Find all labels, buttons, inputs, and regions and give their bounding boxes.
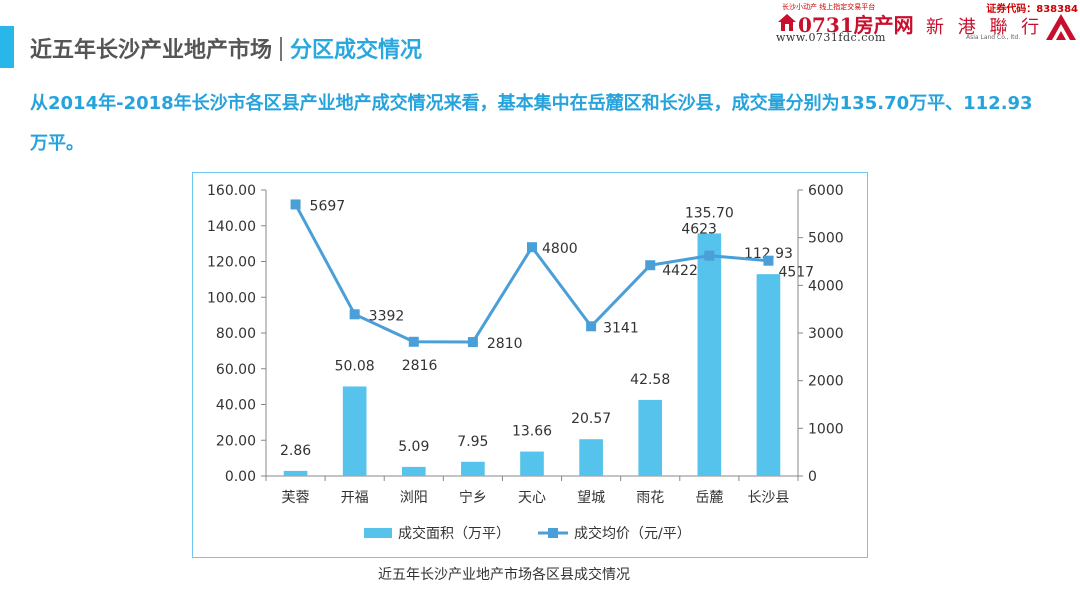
y-right-tick-label: 0 (808, 469, 817, 485)
y-left-tick-label: 0.00 (225, 469, 256, 485)
price-data-label: 3392 (369, 308, 405, 324)
page-title-main: 近五年长沙产业地产市场 (30, 38, 273, 63)
site-logo: 长沙小动产 线上指定交易平台 0731房产网 www.0731fdc.com (776, 0, 916, 46)
price-data-label: 4517 (778, 265, 814, 281)
house-icon (778, 14, 796, 31)
bar-data-label: 20.57 (571, 411, 611, 427)
price-data-label: 2816 (402, 358, 438, 374)
price-data-label: 4623 (681, 222, 717, 238)
bar-浏阳 (401, 466, 426, 476)
y-right-tick-label: 2000 (808, 374, 844, 390)
site-logo-brand: 0731房产网 (798, 13, 914, 37)
chart-caption: 近五年长沙产业地产市场各区县成交情况 (378, 567, 630, 583)
price-data-label: 5697 (310, 198, 346, 214)
bar-雨花 (638, 399, 663, 476)
x-tick-label: 雨花 (636, 490, 664, 506)
price-point-开福 (349, 309, 360, 320)
bar-data-label: 42.58 (630, 372, 670, 388)
company-name-en: Asia Land Co., ltd. (966, 34, 1021, 41)
legend-bar-label: 成交面积（万平） (398, 525, 510, 542)
bar-长沙县 (756, 274, 781, 476)
y-right-tick-label: 1000 (808, 421, 844, 437)
legend-line-marker (548, 528, 558, 538)
x-tick-label: 岳麓 (695, 490, 723, 506)
company-mark-icon (1046, 14, 1076, 40)
y-left-tick-label: 100.00 (207, 290, 256, 306)
bar-data-label: 50.08 (335, 358, 375, 374)
price-point-芙蓉 (290, 199, 301, 210)
title-accent-bar (0, 26, 14, 68)
site-logo-tagline: 长沙小动产 线上指定交易平台 (782, 3, 876, 11)
y-right-tick-label: 3000 (808, 326, 844, 342)
page-title: 近五年长沙产业地产市场 分区成交情况 (30, 32, 422, 64)
price-data-label: 3141 (603, 320, 639, 336)
y-right-tick-label: 4000 (808, 278, 844, 294)
title-separator (280, 37, 283, 61)
bar-data-label: 13.66 (512, 424, 552, 440)
bar-data-label: 135.70 (685, 205, 734, 221)
stock-code: 证券代码：838384 (986, 4, 1078, 15)
y-left-tick-label: 140.00 (207, 219, 256, 235)
x-tick-label: 宁乡 (459, 489, 487, 506)
x-tick-label: 长沙县 (747, 490, 789, 506)
y-left-tick-label: 80.00 (216, 326, 256, 342)
x-tick-label: 开福 (341, 490, 369, 506)
bar-芙蓉 (283, 470, 308, 476)
legend-line-label: 成交均价（元/平） (574, 525, 691, 542)
y-right-tick-label: 5000 (808, 231, 844, 247)
bar-宁乡 (461, 461, 485, 476)
y-left-tick-label: 120.00 (207, 255, 256, 271)
bar-data-label: 7.95 (457, 434, 488, 450)
price-point-望城 (586, 321, 597, 332)
bar-天心 (520, 451, 544, 476)
bar-data-label: 5.09 (398, 439, 429, 455)
y-left-tick-label: 60.00 (216, 362, 256, 378)
price-point-长沙县 (763, 255, 774, 266)
site-logo-url: www.0731fdc.com (776, 31, 886, 44)
price-point-宁乡 (467, 337, 478, 348)
price-data-label: 4800 (542, 241, 578, 257)
bar-data-label: 2.86 (280, 443, 311, 459)
bar-岳麓 (697, 233, 722, 476)
y-left-tick-label: 40.00 (216, 398, 256, 414)
bar-开福 (342, 386, 367, 476)
x-tick-label: 浏阳 (400, 490, 428, 506)
summary-text: 从2014年-2018年长沙市各区县产业地产成交情况来看，基本集中在岳麓区和长沙… (30, 93, 1033, 154)
price-point-浏阳 (408, 336, 419, 347)
company-name-cn: 新 港 聯 行 (926, 17, 1044, 38)
page-subtitle: 分区成交情况 (290, 38, 423, 63)
price-data-label: 2810 (487, 336, 523, 352)
x-tick-label: 望城 (577, 490, 605, 506)
price-point-天心 (527, 242, 537, 253)
legend-bar-swatch (364, 528, 392, 538)
price-point-岳麓 (704, 250, 715, 261)
x-tick-label: 天心 (518, 490, 546, 506)
y-right-tick-label: 6000 (808, 183, 844, 199)
price-point-雨花 (645, 260, 656, 271)
x-tick-label: 芙蓉 (282, 489, 310, 506)
district-transaction-chart: 0.00 20.00 40.00 60.00 80.00 100.00 120.00 140.… (207, 183, 844, 542)
bar-望城 (579, 439, 603, 476)
chart-frame (192, 172, 868, 558)
y-left-tick-label: 160.00 (207, 183, 256, 199)
y-left-tick-label: 20.00 (216, 433, 256, 449)
price-data-label: 4422 (662, 263, 698, 279)
company-logo: 证券代码：838384 新 港 聯 行 Asia Land Co., ltd. (924, 0, 1080, 46)
